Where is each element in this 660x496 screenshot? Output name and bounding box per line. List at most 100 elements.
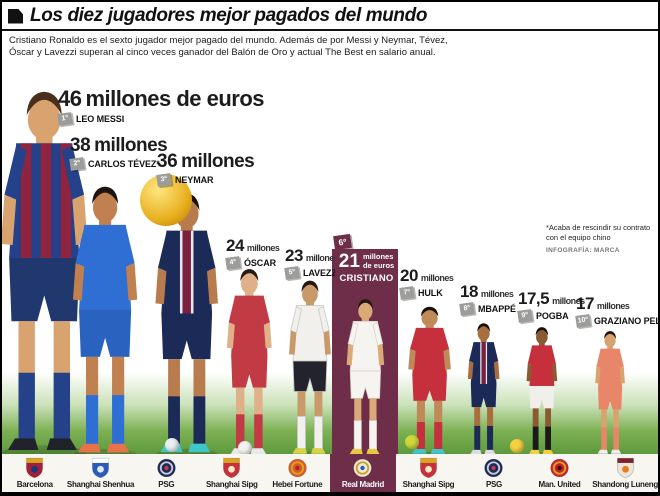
salary-amount: 17 millones (576, 294, 658, 314)
player-figure-3 (155, 193, 219, 459)
salary-entry-messi: 46 millones de euros 1º LEO MESSI (57, 86, 265, 126)
player-name: LAVEZZI (303, 268, 340, 278)
salary-unit: millones (305, 253, 339, 263)
player-name: HULK (418, 288, 443, 298)
psg-crest-icon (156, 457, 177, 479)
rank-badge: 9º (517, 309, 533, 323)
salary-value: 38 (70, 135, 91, 156)
salary-amount: 38 millones (70, 135, 168, 157)
club-strip: Barcelona Shanghai Shenhua PSG Shanghai … (2, 454, 658, 492)
player-figure-7 (408, 307, 452, 458)
salary-amount: 46 millones de euros (58, 86, 265, 112)
club-cell-real-madrid: Real Madrid (330, 454, 396, 492)
salary-unit: millones (596, 301, 630, 311)
rank-badge-cristiano: 6º (333, 233, 352, 251)
barcelona-crest-icon (24, 457, 45, 479)
salary-value: 46 (58, 86, 82, 111)
rank-badge: 5º (284, 266, 300, 280)
salary-entry-lavezzi: 23 millones 5º LAVEZZI (284, 246, 340, 280)
man-united-crest-icon (549, 457, 570, 479)
title-rule (2, 29, 658, 31)
salary-entry-mbappe: 18 millones 8º MBAPPÉ (459, 282, 516, 316)
club-cell-psg: PSG (134, 454, 200, 492)
salary-unit: millones de euros (362, 252, 395, 270)
salary-value: 21 (338, 251, 360, 272)
player-figure-4 (226, 268, 272, 459)
player-name: LEO MESSI (76, 114, 125, 124)
salary-value: 17,5 (518, 289, 550, 308)
hebei-fortune-crest-icon (287, 457, 308, 479)
header: Los diez jugadores mejor pagados del mun… (8, 5, 427, 27)
player-figure-6 (346, 298, 384, 459)
player-name: CRISTIANO (339, 273, 394, 284)
salary-unit: millones (552, 296, 585, 306)
football-icon (510, 439, 524, 453)
psg-crest-icon (483, 457, 504, 479)
rank-badge: 4º (225, 256, 241, 270)
player-figure-8 (468, 323, 500, 458)
player-name: POGBA (536, 311, 569, 321)
salary-unit: millones (181, 151, 255, 172)
salary-entry-neymar: 36 millones 3º NEYMAR (156, 151, 255, 187)
shanghai-sipg-crest-icon (418, 457, 439, 479)
salary-amount: 18 millones (460, 282, 516, 302)
salary-entry-hulk: 20 millones 7º HULK (399, 266, 454, 300)
club-cell-man-united: Man. United (527, 454, 593, 492)
salary-value: 17 (576, 294, 594, 313)
salary-unit: millones (420, 273, 454, 283)
rank-badge: 8º (459, 302, 475, 316)
salary-unit: millones (246, 243, 280, 253)
salary-unit: millones de euros (85, 86, 265, 111)
salary-value: 20 (400, 266, 418, 285)
club-cell-psg-2: PSG (461, 454, 527, 492)
football-icon (405, 435, 419, 449)
shanghai-sipg-crest-icon (221, 457, 242, 479)
salary-entry-oscar: 24 millones 4º ÓSCAR (225, 236, 280, 270)
subtitle-line: Cristiano Ronaldo es el sexto jugador me… (9, 35, 448, 46)
player-name: ÓSCAR (244, 258, 277, 268)
cristiano-salary-box: 21 millones de euros CRISTIANO (335, 249, 398, 288)
rank-badge: 1º (57, 112, 73, 126)
player-name: GRAZIANO PELLÈ (594, 316, 658, 326)
salary-entry-tevez: 38 millones 2º CARLOS TÉVEZ* (69, 135, 168, 171)
salary-amount: 17,5 millones (518, 289, 585, 309)
salary-amount: 24 millones (226, 236, 280, 256)
salary-amount: 23 millones (285, 246, 339, 266)
footnote-line: con el equipo chino (546, 232, 611, 242)
real-madrid-crest-icon (352, 457, 373, 479)
salary-value: 23 (285, 246, 303, 265)
player-name: MBAPPÉ (478, 304, 516, 314)
page-title: Los diez jugadores mejor pagados del mun… (30, 5, 428, 26)
footnote-line: *Acaba de rescindir su contrato (546, 223, 651, 232)
rank-badge: 10º (575, 314, 591, 328)
infographic-credit: INFOGRAFÍA: MARCA (546, 246, 620, 254)
subtitle: Cristiano Ronaldo es el sexto jugador me… (9, 35, 448, 60)
marca-bullet-icon (8, 8, 23, 24)
subtitle-line: Óscar y Lavezzi superan al cinco veces g… (9, 47, 436, 59)
salary-value: 18 (460, 282, 478, 301)
player-name: CARLOS TÉVEZ* (88, 159, 160, 169)
salary-value: 36 (157, 151, 178, 172)
player-figure-2 (72, 186, 138, 459)
football-icon (165, 438, 179, 452)
football-icon (238, 441, 252, 455)
salary-unit: millones (94, 135, 168, 156)
rank-badge: 7º (399, 286, 415, 300)
player-figure-5 (289, 280, 331, 459)
footnote: *Acaba de rescindir su contrato con el e… (546, 223, 658, 255)
bottom-border (2, 492, 658, 494)
salary-value: 24 (226, 236, 244, 255)
shanghai-shenhua-crest-icon (90, 457, 111, 479)
salary-entry-pogba: 17,5 millones 9º POGBA (517, 289, 585, 323)
club-cell-shanghai-sipg-2: Shanghai Sipg (396, 454, 462, 492)
rank-badge: 2º (69, 157, 85, 171)
salary-unit: millones (480, 289, 514, 299)
club-cell-shanghai-sipg: Shanghai Sipg (199, 454, 265, 492)
rank-badge: 3º (156, 173, 172, 187)
salary-amount: 20 millones (400, 266, 454, 286)
shandong-luneng-crest-icon (615, 457, 636, 479)
club-cell-barcelona: Barcelona (2, 454, 68, 492)
player-name: NEYMAR (175, 175, 214, 185)
